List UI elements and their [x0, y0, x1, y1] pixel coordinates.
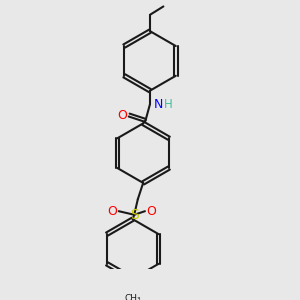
Text: S: S: [130, 208, 139, 222]
Text: N: N: [154, 98, 163, 111]
Text: H: H: [164, 98, 172, 111]
Text: O: O: [118, 109, 128, 122]
Text: CH₃: CH₃: [124, 294, 141, 300]
Text: O: O: [147, 205, 156, 218]
Text: O: O: [107, 205, 117, 218]
